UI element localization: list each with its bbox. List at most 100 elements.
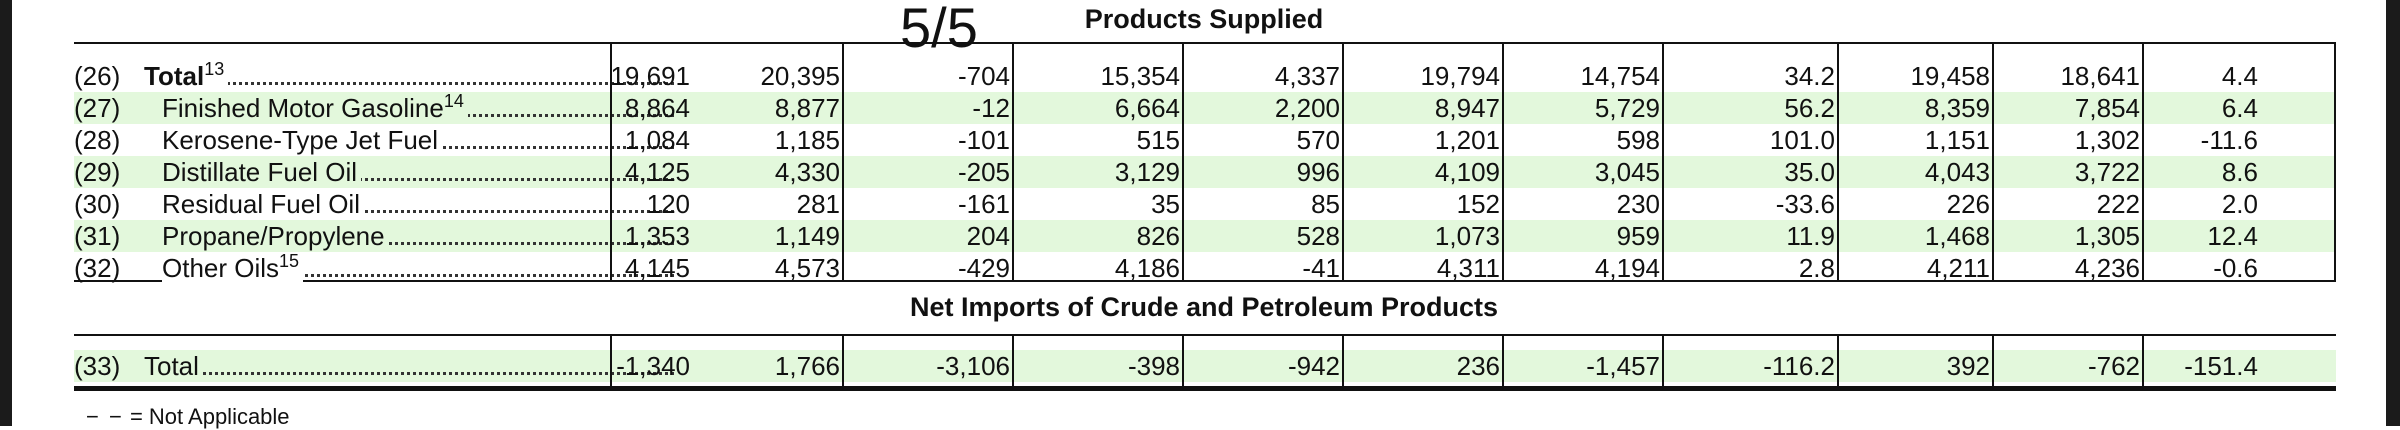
value-cell: 570 — [1296, 125, 1340, 155]
value-cell: 4,330 — [774, 157, 840, 187]
row-label-text: Kerosene-Type Jet Fuel — [162, 125, 439, 155]
table-row: (33) Total -1,340 1,766 -3,106 -398 -942 236 -1,… — [74, 350, 2336, 382]
value-cell: 18,641 — [2060, 61, 2140, 91]
group-rule — [610, 44, 612, 280]
group-rule — [1837, 44, 1839, 280]
leader-dots — [162, 242, 674, 245]
row-label-text: Total — [144, 61, 205, 91]
value-cell: 226 — [1946, 189, 1990, 219]
column-rule — [2142, 44, 2144, 280]
table-row: (30) Residual Fuel Oil 120 281 -161 35 85 152 23… — [74, 188, 2336, 220]
value-cell: -101 — [957, 125, 1010, 155]
row-code: (26) — [74, 61, 121, 91]
value-cell: 598 — [1616, 125, 1660, 155]
value-cell: 19,691 — [610, 61, 690, 91]
value-cell: 281 — [796, 189, 840, 219]
value-cell: 152 — [1456, 189, 1500, 219]
group-rule — [1342, 336, 1344, 386]
group-rule — [1012, 44, 1014, 280]
footnote-ref: 15 — [279, 252, 300, 272]
value-cell: 7,854 — [2074, 93, 2140, 123]
value-cell: 515 — [1136, 125, 1180, 155]
value-cell: -11.6 — [2200, 125, 2258, 155]
value-cell: 19,458 — [1910, 61, 1990, 91]
value-cell: 35.0 — [1784, 157, 1835, 187]
table-row: (31) Propane/Propylene 1,353 1,149 204 826 528… — [74, 220, 2336, 252]
value-cell: 6,664 — [1114, 93, 1180, 123]
table-row: (28) Kerosene-Type Jet Fuel 1,084 1,185 -101… — [74, 124, 2336, 156]
row-label-text: Distillate Fuel Oil — [162, 157, 358, 187]
value-cell: 11.9 — [1786, 221, 1835, 251]
row-label: Propane/Propylene — [162, 220, 674, 252]
group-rule — [1342, 44, 1344, 280]
value-cell: -1,457 — [1586, 351, 1660, 381]
footnote-ref: 14 — [443, 92, 464, 112]
footnote-text: = Not Applicable — [129, 404, 290, 429]
value-cell: 120 — [646, 189, 690, 219]
value-cell: 34.2 — [1784, 61, 1835, 91]
value-cell: 1,353 — [624, 221, 690, 251]
row-code: (32) — [74, 253, 121, 283]
value-cell: 4,573 — [774, 253, 840, 283]
row-label: Total13 — [144, 60, 674, 92]
row-label-text: Other Oils — [162, 253, 280, 283]
row-code: (31) — [74, 221, 121, 251]
value-cell: -942 — [1287, 351, 1340, 381]
rule-net-imports-top — [74, 334, 2336, 336]
leader-dots — [162, 274, 674, 277]
value-cell: -0.6 — [2213, 253, 2258, 283]
value-cell: -151.4 — [2184, 351, 2258, 381]
value-cell: 4,194 — [1594, 253, 1660, 283]
value-cell: 222 — [2096, 189, 2140, 219]
column-rule — [1502, 336, 1504, 386]
value-cell: 8,359 — [1924, 93, 1990, 123]
table-rule-right — [2334, 44, 2336, 280]
row-label: Finished Motor Gasoline14 — [162, 92, 674, 124]
footnote: − − = Not Applicable — [86, 404, 290, 430]
column-rule — [842, 44, 844, 280]
value-cell: -161 — [957, 189, 1010, 219]
row-label: Other Oils15 — [162, 252, 674, 284]
column-rule — [1502, 44, 1504, 280]
value-cell: -429 — [957, 253, 1010, 283]
row-label-text: Propane/Propylene — [162, 221, 385, 251]
value-cell: 4,211 — [1926, 253, 1990, 283]
leader-dots — [144, 82, 674, 85]
value-cell: 8,947 — [1434, 93, 1500, 123]
group-rule — [1837, 336, 1839, 386]
value-cell: 1,305 — [2074, 221, 2140, 251]
row-code: (27) — [74, 93, 121, 123]
column-rule — [1182, 336, 1184, 386]
section-title-products-supplied: Products Supplied — [1084, 4, 1324, 34]
row-label: Residual Fuel Oil — [162, 188, 674, 220]
leader-dots — [162, 178, 674, 181]
group-rule — [1012, 336, 1014, 386]
leader-dots — [162, 210, 674, 213]
value-cell: 4,236 — [2074, 253, 2140, 283]
row-label: Total — [144, 350, 674, 382]
column-rule — [1662, 336, 1664, 386]
value-cell: 4,125 — [624, 157, 690, 187]
table-row: (26) Total13 19,691 20,395 -704 15,354 4,337 19… — [74, 60, 2336, 92]
value-cell: 20,395 — [760, 61, 840, 91]
value-cell: -116.2 — [1763, 351, 1835, 381]
value-cell: 6.4 — [2221, 93, 2258, 123]
value-cell: -41 — [1302, 253, 1340, 283]
value-cell: 1,185 — [774, 125, 840, 155]
value-cell: 1,766 — [774, 351, 840, 381]
row-code: (29) — [74, 157, 121, 187]
value-cell: 230 — [1616, 189, 1660, 219]
value-cell: 826 — [1136, 221, 1180, 251]
value-cell: 1,302 — [2074, 125, 2140, 155]
value-cell: 2,200 — [1274, 93, 1340, 123]
value-cell: 2.0 — [2221, 189, 2258, 219]
value-cell: -205 — [957, 157, 1010, 187]
page-indicator: 5/5 — [900, 0, 978, 59]
section-title-net-imports: Net Imports of Crude and Petroleum Produ… — [909, 292, 1499, 322]
value-cell: 56.2 — [1784, 93, 1835, 123]
value-cell: -398 — [1127, 351, 1180, 381]
value-cell: 4,337 — [1274, 61, 1340, 91]
value-cell: 3,045 — [1594, 157, 1660, 187]
table-row: (29) Distillate Fuel Oil 4,125 4,330 -205 3,1… — [74, 156, 2336, 188]
value-cell: 1,073 — [1434, 221, 1500, 251]
